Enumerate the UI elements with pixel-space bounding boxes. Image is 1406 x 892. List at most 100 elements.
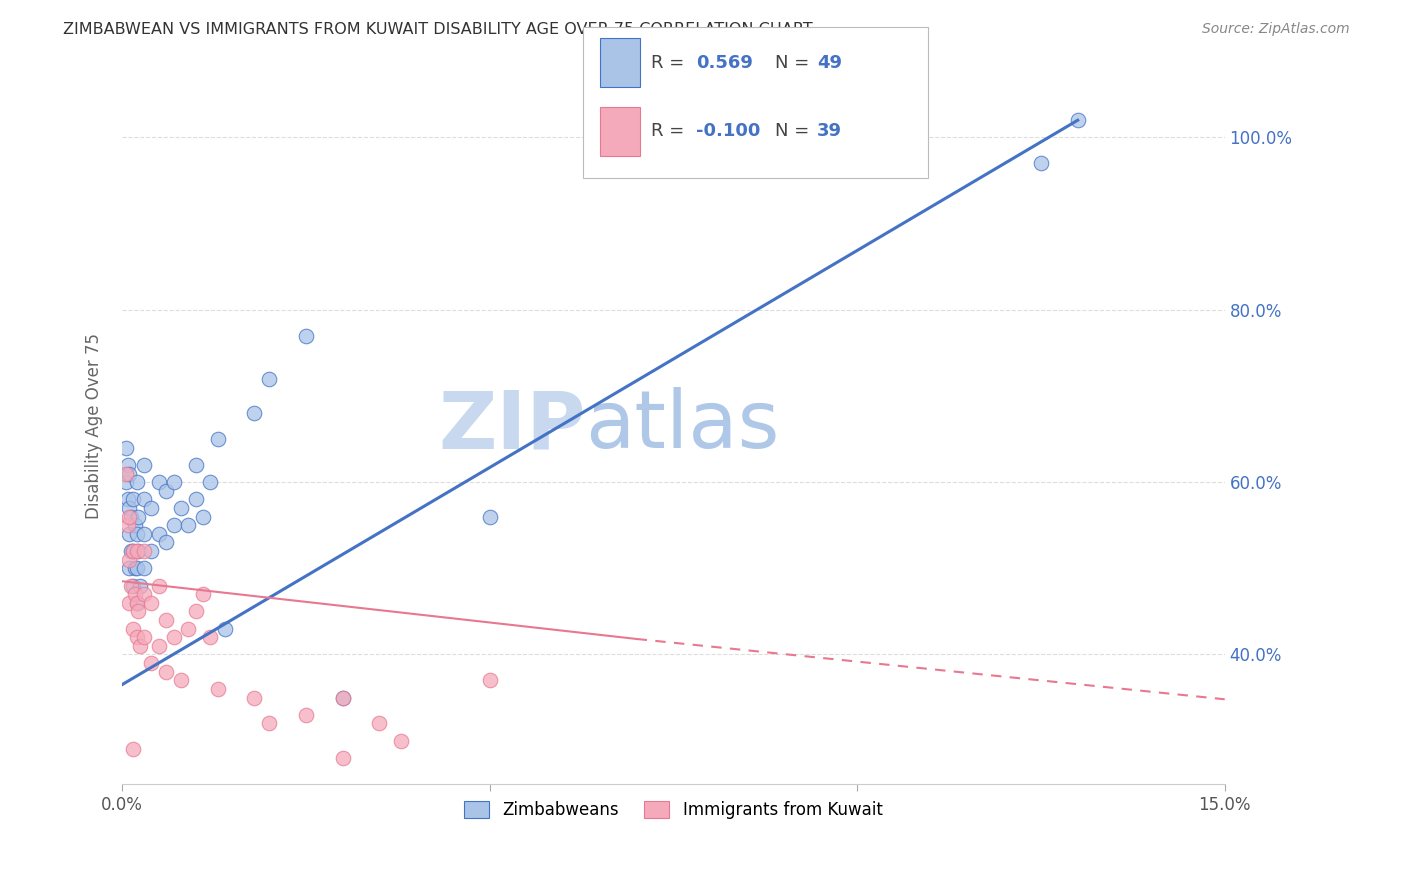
Point (120, 509, 142, 524)
Point (132, 526, 155, 541)
Point (184, 458, 207, 472)
Point (125, 526, 148, 541)
Point (118, 596, 141, 610)
Point (132, 561, 155, 575)
Point (243, 406, 266, 420)
Point (214, 622, 236, 636)
Point (478, 509, 501, 524)
Point (122, 742, 145, 756)
Point (243, 690, 266, 705)
Text: R =: R = (651, 122, 690, 140)
Point (257, 372, 280, 386)
Point (132, 492, 155, 507)
Point (127, 509, 149, 524)
Point (118, 467, 141, 481)
Point (155, 535, 177, 549)
Point (122, 492, 145, 507)
Point (120, 578, 142, 592)
Text: N =: N = (775, 122, 814, 140)
Point (125, 596, 148, 610)
Point (118, 500, 141, 515)
Point (207, 432, 229, 446)
Point (122, 544, 145, 558)
Text: R =: R = (651, 54, 690, 72)
Point (122, 544, 145, 558)
Point (124, 587, 146, 601)
Point (200, 630, 222, 644)
Point (124, 518, 146, 533)
Point (148, 526, 170, 541)
Point (132, 630, 155, 644)
Point (129, 639, 152, 653)
Point (332, 690, 354, 705)
Point (141, 596, 163, 610)
Point (162, 518, 184, 533)
Point (155, 483, 177, 498)
Text: ZIP: ZIP (437, 387, 585, 465)
Point (132, 587, 155, 601)
Point (170, 673, 193, 688)
Point (389, 733, 412, 747)
Text: Source: ZipAtlas.com: Source: ZipAtlas.com (1202, 22, 1350, 37)
Point (118, 561, 141, 575)
Legend: Zimbabweans, Immigrants from Kuwait: Zimbabweans, Immigrants from Kuwait (457, 794, 889, 825)
Point (132, 458, 155, 472)
Y-axis label: Disability Age Over 75: Disability Age Over 75 (86, 333, 103, 519)
Text: 0.569: 0.569 (696, 54, 752, 72)
Point (118, 509, 141, 524)
Point (132, 544, 155, 558)
Point (114, 467, 136, 481)
Point (129, 578, 152, 592)
Text: 49: 49 (817, 54, 842, 72)
Point (117, 492, 139, 507)
Text: -0.100: -0.100 (696, 122, 761, 140)
Point (295, 707, 318, 722)
Point (114, 441, 136, 455)
Point (170, 500, 193, 515)
Point (148, 578, 170, 592)
Point (117, 518, 139, 533)
Point (127, 544, 149, 558)
Point (184, 604, 207, 618)
Point (125, 561, 148, 575)
Point (184, 492, 207, 507)
Point (114, 475, 136, 490)
Text: N =: N = (775, 54, 814, 72)
Point (257, 716, 280, 731)
Point (141, 544, 163, 558)
Point (177, 622, 200, 636)
Point (155, 665, 177, 679)
Point (127, 604, 149, 618)
Point (155, 613, 177, 627)
Point (148, 475, 170, 490)
Point (141, 500, 163, 515)
Point (191, 509, 214, 524)
Point (207, 681, 229, 696)
Point (124, 561, 146, 575)
Point (332, 690, 354, 705)
Point (125, 630, 148, 644)
Point (118, 526, 141, 541)
Point (162, 630, 184, 644)
Point (332, 751, 354, 765)
Text: 39: 39 (817, 122, 842, 140)
Point (1029, 156, 1052, 170)
Point (120, 544, 142, 558)
Point (295, 328, 318, 343)
Point (162, 475, 184, 490)
Point (141, 656, 163, 670)
Point (148, 639, 170, 653)
Point (368, 716, 391, 731)
Point (117, 458, 139, 472)
Point (200, 475, 222, 490)
Point (122, 578, 145, 592)
Point (125, 596, 148, 610)
Point (125, 544, 148, 558)
Point (478, 673, 501, 688)
Point (177, 518, 200, 533)
Point (118, 552, 141, 566)
Point (191, 587, 214, 601)
Point (125, 475, 148, 490)
Point (1066, 113, 1088, 128)
Point (122, 622, 145, 636)
